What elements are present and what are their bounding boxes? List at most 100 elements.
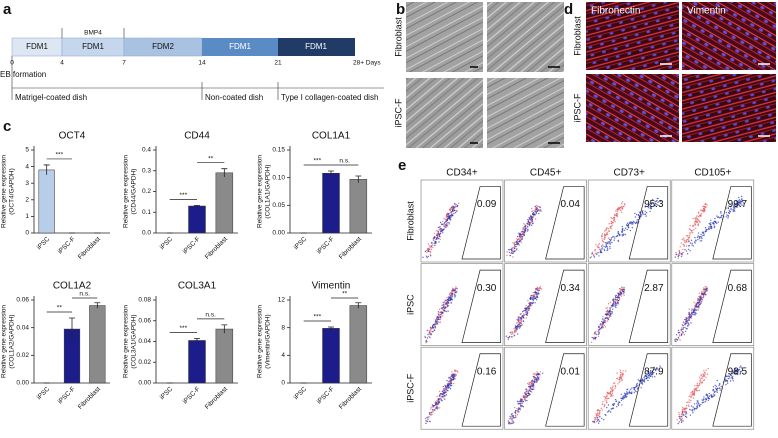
event-dot (453, 383, 454, 384)
event-dot (700, 298, 701, 299)
event-dot (614, 304, 615, 305)
event-dot (721, 386, 722, 387)
event-dot (706, 369, 707, 370)
event-dot (706, 290, 707, 291)
event-dot (590, 257, 591, 258)
event-dot (525, 309, 526, 310)
event-dot (513, 247, 514, 248)
event-dot (620, 207, 621, 208)
event-dot (601, 252, 602, 253)
event-dot (522, 316, 523, 317)
event-dot (726, 212, 727, 213)
event-dot (447, 311, 448, 312)
event-dot (696, 387, 697, 388)
event-dot (642, 379, 643, 380)
event-dot (701, 209, 702, 210)
row-label: Fibroblast (393, 17, 403, 57)
y-tick-label: 0.3 (142, 167, 151, 174)
event-dot (538, 209, 539, 210)
significance-label: *** (56, 152, 64, 159)
x-tick-label: Fibroblast (204, 386, 229, 411)
event-dot (535, 298, 536, 299)
event-dot (686, 328, 687, 329)
event-dot (675, 252, 676, 253)
y-axis-label: Relative gene expression (123, 305, 130, 378)
event-dot (615, 401, 616, 402)
event-dot (623, 288, 624, 289)
event-dot (710, 224, 711, 225)
event-dot (434, 236, 435, 237)
event-dot (697, 303, 698, 304)
event-dot (443, 397, 444, 398)
event-dot (622, 370, 623, 371)
event-dot (442, 391, 443, 392)
event-dot (698, 216, 699, 217)
event-dot (618, 300, 619, 301)
event-dot (511, 419, 512, 420)
event-dot (694, 308, 695, 309)
event-dot (443, 304, 444, 305)
event-dot (608, 319, 609, 320)
flow-plot: 87.9 (588, 347, 670, 429)
event-dot (610, 223, 611, 224)
event-dot (455, 288, 456, 289)
event-dot (636, 385, 637, 386)
event-dot (510, 255, 511, 256)
event-dot (698, 212, 699, 213)
plot-frame (505, 264, 587, 346)
event-dot (528, 305, 529, 306)
event-dot (676, 419, 677, 420)
event-dot (509, 252, 510, 253)
plot-frame (672, 347, 754, 429)
event-dot (627, 229, 628, 230)
event-dot (444, 310, 445, 311)
event-dot (601, 236, 602, 237)
event-dot (529, 382, 530, 383)
event-dot (704, 292, 705, 293)
event-dot (615, 388, 616, 389)
event-dot (703, 287, 704, 288)
event-dot (427, 416, 428, 417)
event-dot (687, 253, 688, 254)
event-dot (620, 292, 621, 293)
event-dot (607, 307, 608, 308)
event-dot (433, 411, 434, 412)
flow-plot: 98.5 (672, 347, 754, 429)
event-dot (620, 210, 621, 211)
event-dot (634, 392, 635, 393)
event-dot (619, 299, 620, 300)
event-dot (693, 395, 694, 396)
event-dot (509, 418, 510, 419)
event-dot (622, 235, 623, 236)
event-dot (697, 400, 698, 401)
event-dot (441, 307, 442, 308)
event-dot (608, 303, 609, 304)
event-dot (539, 288, 540, 289)
event-dot (596, 415, 597, 416)
event-dot (685, 331, 686, 332)
day-label: 21 (274, 60, 282, 67)
event-dot (446, 217, 447, 218)
event-dot (451, 302, 452, 303)
y-tick-label: 0.00 (138, 380, 151, 387)
day-label: 4 (60, 60, 64, 67)
event-dot (448, 298, 449, 299)
event-dot (679, 335, 680, 336)
event-dot (533, 295, 534, 296)
event-dot (707, 397, 708, 398)
event-dot (425, 337, 426, 338)
event-dot (684, 324, 685, 325)
y-axis-label: (OCT4/GAPDH) (9, 168, 16, 215)
event-dot (523, 397, 524, 398)
event-dot (601, 327, 602, 328)
event-dot (458, 203, 459, 204)
event-dot (428, 250, 429, 251)
event-dot (530, 219, 531, 220)
event-dot (528, 220, 529, 221)
event-dot (507, 251, 508, 252)
flow-plot: 99.7 (672, 180, 754, 262)
event-dot (687, 235, 688, 236)
event-dot (682, 332, 683, 333)
event-dot (506, 255, 507, 256)
y-tick-label: 0.0 (142, 230, 151, 237)
